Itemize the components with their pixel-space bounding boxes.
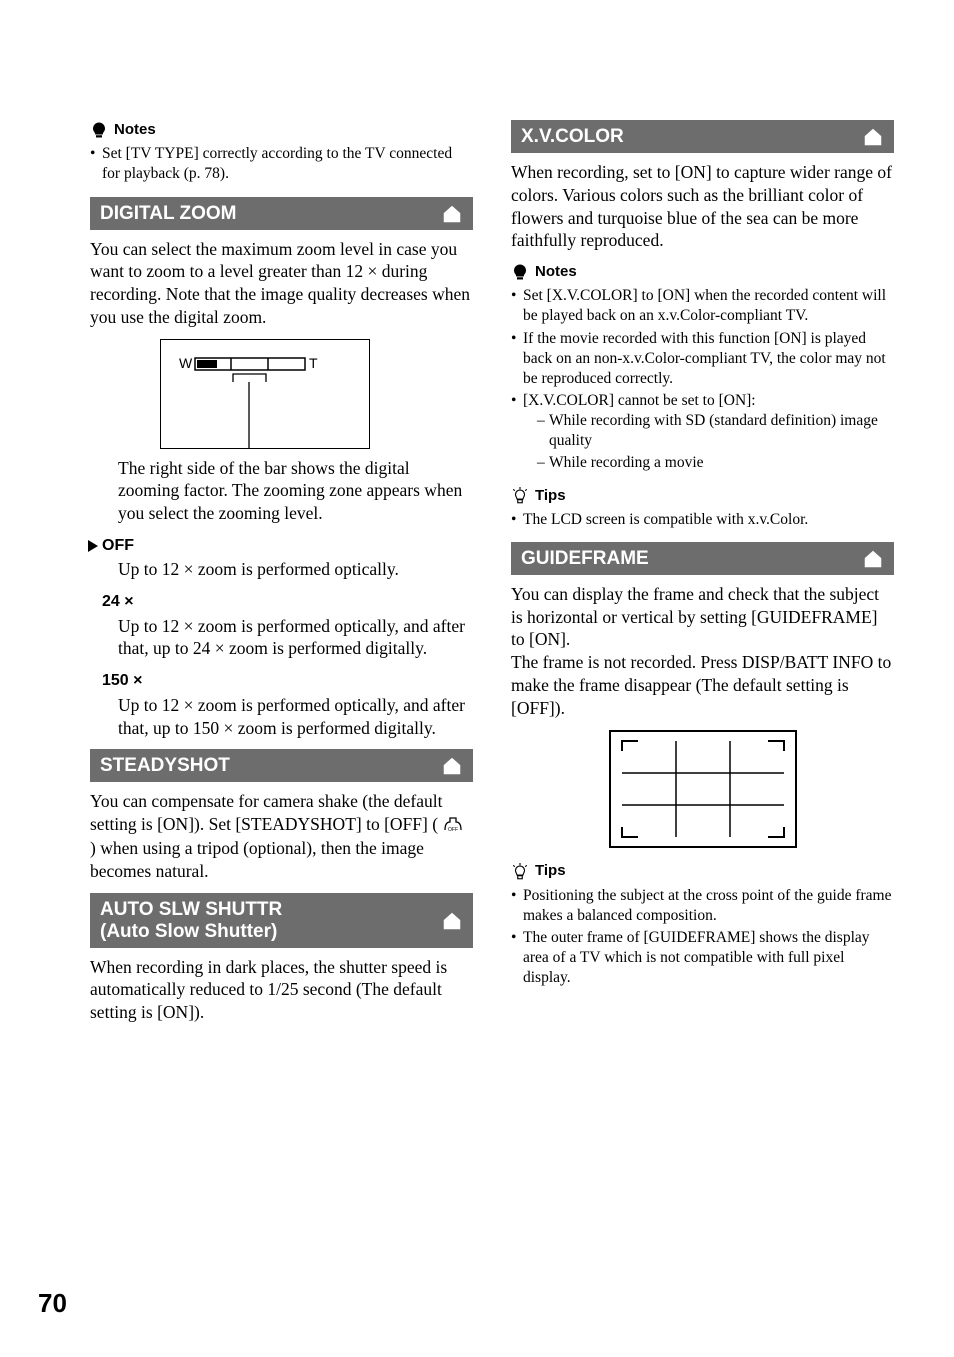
- list-item: Set [TV TYPE] correctly according to the…: [90, 144, 473, 184]
- notes-label: Notes: [114, 120, 156, 140]
- option-150-desc: Up to 12 × zoom is performed optically, …: [90, 694, 473, 740]
- option-label-text: 150 ×: [102, 670, 142, 692]
- tips-label: Tips: [535, 861, 566, 881]
- list-item: [X.V.COLOR] cannot be set to [ON]: While…: [511, 391, 894, 474]
- section-title: X.V.COLOR: [521, 126, 624, 148]
- page-number: 70: [38, 1286, 67, 1321]
- tips-header: Tips: [511, 486, 894, 506]
- section-title: DIGITAL ZOOM: [100, 203, 237, 225]
- section-bar-digital-zoom: DIGITAL ZOOM: [90, 197, 473, 230]
- section-title: GUIDEFRAME: [521, 548, 649, 570]
- notes-icon: [90, 121, 108, 139]
- zoom-diagram: W T: [160, 339, 370, 449]
- list-item: Set [X.V.COLOR] to [ON] when the recorde…: [511, 286, 894, 326]
- tips-label: Tips: [535, 486, 566, 506]
- section-title: STEADYSHOT: [100, 755, 230, 777]
- left-column: Notes Set [TV TYPE] correctly according …: [90, 120, 473, 1034]
- house-icon: [862, 548, 884, 570]
- notes-header: Notes: [511, 262, 894, 282]
- section-title: AUTO SLW SHUTTR (Auto Slow Shutter): [100, 899, 282, 943]
- list-item: The outer frame of [GUIDEFRAME] shows th…: [511, 928, 894, 988]
- default-marker-icon: [88, 540, 98, 552]
- tips-icon: [511, 487, 529, 505]
- zoom-t-label: T: [309, 355, 318, 371]
- list-item: If the movie recorded with this function…: [511, 329, 894, 389]
- list-item: While recording a movie: [537, 453, 894, 473]
- svg-text:OFF: OFF: [448, 827, 458, 832]
- option-24-label: 24 ×: [90, 591, 473, 613]
- option-label-text: OFF: [102, 535, 134, 557]
- xvcolor-body: When recording, set to [ON] to capture w…: [511, 161, 894, 252]
- option-24-desc: Up to 12 × zoom is performed optically, …: [90, 615, 473, 661]
- guideframe-diagram: [608, 729, 798, 849]
- notes-label: Notes: [535, 262, 577, 282]
- section-bar-steadyshot: STEADYSHOT: [90, 749, 473, 782]
- option-label-text: 24 ×: [102, 591, 134, 613]
- house-icon: [862, 126, 884, 148]
- section-bar-guideframe: GUIDEFRAME: [511, 542, 894, 575]
- digital-zoom-intro: You can select the maximum zoom level in…: [90, 238, 473, 329]
- house-icon: [441, 755, 463, 777]
- two-column-layout: Notes Set [TV TYPE] correctly according …: [90, 120, 894, 1034]
- option-150-label: 150 ×: [90, 670, 473, 692]
- steadyshot-body: You can compensate for camera shake (the…: [90, 790, 473, 883]
- zoom-w-label: W: [179, 355, 193, 371]
- notes-list: Set [TV TYPE] correctly according to the…: [90, 144, 473, 184]
- notes-header: Notes: [90, 120, 473, 140]
- house-icon: [441, 910, 463, 932]
- notes-icon: [511, 263, 529, 281]
- xvcolor-notes-list: Set [X.V.COLOR] to [ON] when the recorde…: [511, 286, 894, 473]
- list-item-text: [X.V.COLOR] cannot be set to [ON]:: [523, 392, 756, 409]
- section-bar-xvcolor: X.V.COLOR: [511, 120, 894, 153]
- steadyshot-text-b: ) when using a tripod (optional), then t…: [90, 838, 424, 881]
- guideframe-tips-list: Positioning the subject at the cross poi…: [511, 886, 894, 989]
- tips-header: Tips: [511, 861, 894, 881]
- option-off-label: OFF: [90, 535, 473, 557]
- house-icon: [441, 203, 463, 225]
- list-item: The LCD screen is compatible with x.v.Co…: [511, 510, 894, 530]
- section-bar-auto-slw: AUTO SLW SHUTTR (Auto Slow Shutter): [90, 893, 473, 948]
- tips-icon: [511, 863, 529, 881]
- steadyshot-text-a: You can compensate for camera shake (the…: [90, 791, 442, 834]
- auto-slw-line1: AUTO SLW SHUTTR: [100, 899, 282, 920]
- steadyshot-off-icon: OFF: [442, 815, 464, 838]
- auto-slw-body: When recording in dark places, the shutt…: [90, 956, 473, 1024]
- option-off-desc: Up to 12 × zoom is performed optically.: [90, 558, 473, 581]
- list-item: Positioning the subject at the cross poi…: [511, 886, 894, 926]
- zoom-diagram-caption: The right side of the bar shows the digi…: [90, 457, 473, 525]
- right-column: X.V.COLOR When recording, set to [ON] to…: [511, 120, 894, 1034]
- guideframe-body: You can display the frame and check that…: [511, 583, 894, 720]
- auto-slw-line2: (Auto Slow Shutter): [100, 921, 277, 942]
- xvcolor-tips-list: The LCD screen is compatible with x.v.Co…: [511, 510, 894, 530]
- xvcolor-notes-sublist: While recording with SD (standard defini…: [523, 411, 894, 473]
- list-item: While recording with SD (standard defini…: [537, 411, 894, 451]
